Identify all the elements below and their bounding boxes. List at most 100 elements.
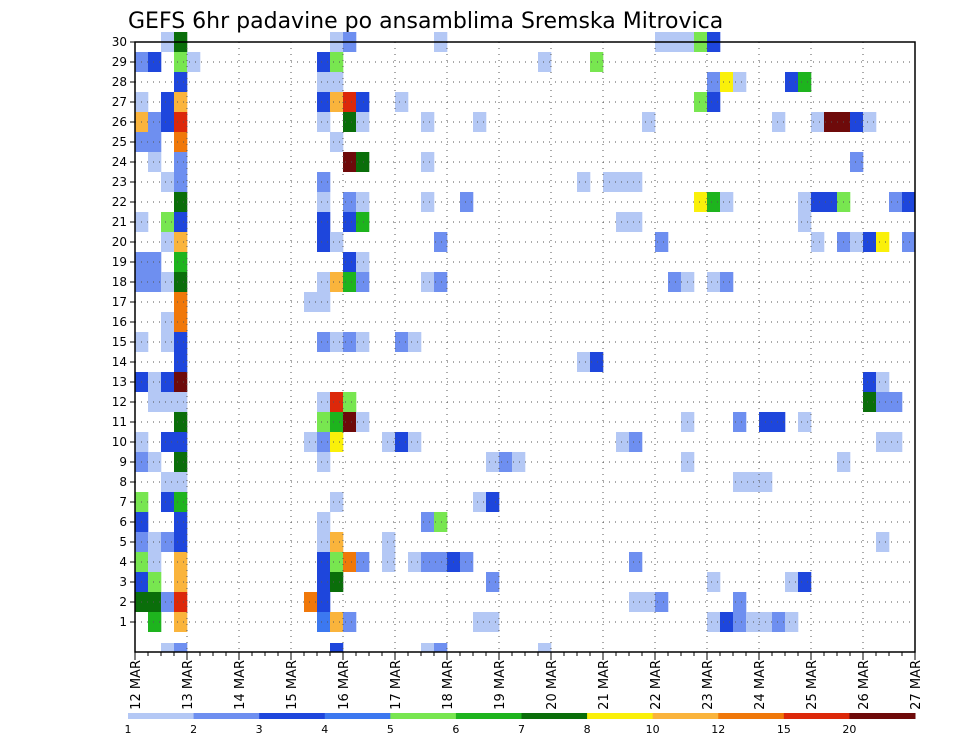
heatmap-cell (707, 612, 721, 632)
legend-label: 8 (584, 723, 591, 736)
heatmap-cell (187, 52, 201, 72)
heatmap-cell (148, 252, 162, 272)
legend-label: 15 (777, 723, 791, 736)
legend-swatch (587, 713, 654, 719)
heatmap-cell (356, 112, 370, 132)
heatmap-cell (161, 372, 175, 392)
heatmap-cell (343, 412, 357, 432)
heatmap-cell (174, 332, 188, 352)
heatmap-cell (330, 612, 344, 632)
y-tick-label: 29 (112, 55, 127, 69)
heatmap-cell (161, 232, 175, 252)
heatmap-cell (343, 272, 357, 292)
heatmap-cell (486, 492, 500, 512)
x-tick-label: 19 MAR (493, 660, 508, 710)
heatmap-cell (772, 412, 786, 432)
heatmap-cell (317, 512, 331, 532)
heatmap-cell (330, 572, 344, 592)
heatmap-cell (174, 592, 188, 612)
heatmap-cell (434, 272, 448, 292)
heatmap-cell (174, 152, 188, 172)
heatmap-cell (161, 532, 175, 552)
x-tick-label: 26 MAR (857, 660, 872, 710)
heatmap-cell (148, 372, 162, 392)
heatmap-cell (486, 452, 500, 472)
heatmap-cell (876, 432, 890, 452)
legend-swatch (193, 713, 260, 719)
heatmap-cell (330, 492, 344, 512)
heatmap-cell (356, 252, 370, 272)
heatmap-cell (811, 192, 825, 212)
heatmap-cell (798, 212, 812, 232)
heatmap-cell (174, 232, 188, 252)
heatmap-cell (343, 192, 357, 212)
heatmap-cell (174, 552, 188, 572)
heatmap-cell (720, 72, 734, 92)
heatmap-cell (577, 352, 591, 372)
y-tick-label: 9 (119, 455, 127, 469)
heatmap-cell (408, 432, 422, 452)
heatmap-cell (148, 452, 162, 472)
heatmap-cell (148, 572, 162, 592)
heatmap-cell (642, 592, 656, 612)
heatmap-cell (174, 352, 188, 372)
heatmap-cell (876, 232, 890, 252)
legend-swatch (390, 713, 457, 719)
legend-swatch (324, 713, 391, 719)
heatmap-cell (720, 192, 734, 212)
y-tick-label: 13 (112, 375, 127, 389)
heatmap-cell (421, 192, 435, 212)
heatmap-cell (174, 112, 188, 132)
heatmap-cell (629, 592, 643, 612)
heatmap-cell (421, 152, 435, 172)
heatmap-cell (876, 532, 890, 552)
heatmap-cell (317, 532, 331, 552)
heatmap-cell (902, 232, 916, 252)
x-tick-label: 15 MAR (285, 660, 300, 710)
heatmap-cell (317, 412, 331, 432)
heatmap-cell (655, 232, 669, 252)
heatmap-cell (590, 352, 604, 372)
heatmap-cell (785, 612, 799, 632)
heatmap-cell (772, 612, 786, 632)
heatmap-cell (395, 432, 409, 452)
heatmap-cell (382, 532, 396, 552)
heatmap-cell (668, 272, 682, 292)
heatmap-cell (356, 152, 370, 172)
x-tick-label: 24 MAR (753, 660, 768, 710)
heatmap-cell (356, 332, 370, 352)
heatmap-cell (343, 612, 357, 632)
heatmap-cell (421, 272, 435, 292)
heatmap-cell (148, 612, 162, 632)
heatmap-cell (694, 192, 708, 212)
heatmap-cell (148, 272, 162, 292)
heatmap-cell (174, 92, 188, 112)
legend-label: 7 (518, 723, 525, 736)
heatmap-cell (733, 72, 747, 92)
y-tick-label: 25 (112, 135, 127, 149)
heatmap-cell (733, 472, 747, 492)
y-tick-label: 18 (112, 275, 127, 289)
heatmap-cell (161, 112, 175, 132)
heatmap-cell (798, 572, 812, 592)
heatmap-cell (330, 432, 344, 452)
heatmap-cell (343, 552, 357, 572)
legend-label: 3 (256, 723, 263, 736)
y-tick-label: 20 (112, 235, 127, 249)
heatmap-cell (317, 612, 331, 632)
heatmap-cell (161, 272, 175, 292)
heatmap-cell (785, 572, 799, 592)
heatmap-cell (174, 492, 188, 512)
heatmap-cell (785, 72, 799, 92)
heatmap-cell (174, 212, 188, 232)
heatmap-cell (616, 172, 630, 192)
heatmap-cell (317, 192, 331, 212)
x-tick-label: 21 MAR (597, 660, 612, 710)
y-tick-label: 6 (119, 515, 127, 529)
heatmap-cell (174, 512, 188, 532)
heatmap-cell (148, 152, 162, 172)
heatmap-cell (174, 252, 188, 272)
heatmap-cell (148, 132, 162, 152)
heatmap-cell (707, 272, 721, 292)
heatmap-cell (317, 112, 331, 132)
